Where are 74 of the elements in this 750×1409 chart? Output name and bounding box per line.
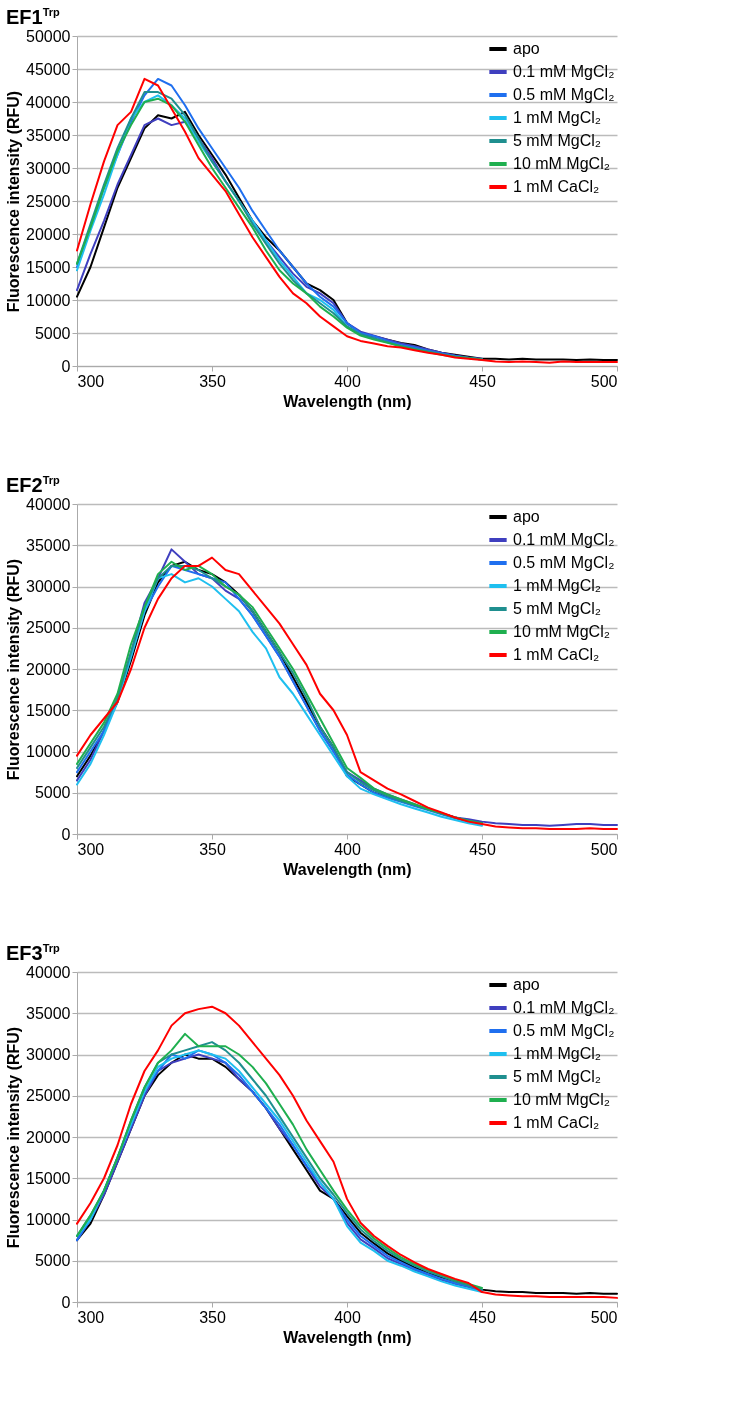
legend-label: 0.1 mM MgCl₂ bbox=[513, 999, 615, 1016]
x-tick-label: 400 bbox=[334, 840, 361, 858]
legend-label: 1 mM MgCl₂ bbox=[513, 577, 601, 594]
y-tick-label: 35000 bbox=[26, 536, 71, 554]
y-tick-label: 25000 bbox=[26, 192, 71, 210]
legend-label: apo bbox=[513, 40, 540, 57]
x-tick-label: 450 bbox=[469, 840, 496, 858]
y-tick-label: 25000 bbox=[26, 1087, 71, 1105]
y-tick-label: 30000 bbox=[26, 578, 71, 595]
y-tick-label: 30000 bbox=[26, 159, 71, 177]
legend-label: 1 mM MgCl₂ bbox=[513, 1045, 601, 1062]
legend-label: 10 mM MgCl₂ bbox=[513, 155, 610, 172]
legend-label: 5 mM MgCl₂ bbox=[513, 1068, 601, 1085]
y-tick-label: 20000 bbox=[26, 1128, 71, 1146]
x-tick-label: 350 bbox=[199, 840, 226, 858]
y-tick-label: 10000 bbox=[26, 291, 71, 309]
y-tick-label: 15000 bbox=[26, 1169, 71, 1187]
x-tick-label: 350 bbox=[199, 372, 226, 390]
y-tick-label: 0 bbox=[61, 825, 71, 843]
legend-label: 0.5 mM MgCl₂ bbox=[513, 1022, 615, 1039]
legend-label: 0.1 mM MgCl₂ bbox=[513, 531, 615, 548]
y-tick-label: 40000 bbox=[26, 963, 71, 981]
y-tick-label: 5000 bbox=[34, 324, 71, 342]
y-tick-label: 50000 bbox=[26, 27, 71, 45]
y-tick-label: 0 bbox=[61, 1293, 71, 1311]
legend-label: apo bbox=[513, 976, 540, 993]
y-tick-label: 0 bbox=[61, 357, 71, 375]
x-axis-title: Wavelength (nm) bbox=[283, 1328, 412, 1346]
legend-label: 1 mM CaCl₂ bbox=[513, 1114, 600, 1131]
chart-title: EF2$^{Trp}$ bbox=[6, 474, 60, 497]
y-axis-title: Fluorescence intensity (RFU) bbox=[5, 90, 23, 313]
y-tick-label: 45000 bbox=[26, 60, 71, 78]
y-tick-label: 20000 bbox=[26, 660, 71, 678]
legend-label: 1 mM CaCl₂ bbox=[513, 178, 600, 195]
x-tick-label: 450 bbox=[469, 1308, 496, 1326]
legend-label: apo bbox=[513, 508, 540, 525]
y-tick-label: 5000 bbox=[34, 1252, 71, 1270]
legend-label: 1 mM CaCl₂ bbox=[513, 646, 600, 663]
y-tick-label: 15000 bbox=[26, 701, 71, 719]
x-axis-title: Wavelength (nm) bbox=[283, 392, 412, 410]
y-axis-title: Fluorescence intensity (RFU) bbox=[5, 1026, 23, 1249]
x-tick-label: 500 bbox=[590, 1308, 618, 1326]
x-tick-label: 400 bbox=[334, 372, 361, 390]
y-tick-label: 25000 bbox=[26, 619, 71, 637]
x-tick-label: 350 bbox=[199, 1308, 226, 1326]
x-axis-title: Wavelength (nm) bbox=[283, 860, 412, 878]
x-tick-label: 300 bbox=[77, 840, 105, 858]
x-tick-label: 500 bbox=[590, 840, 618, 858]
x-tick-label: 450 bbox=[469, 372, 496, 390]
x-tick-label: 500 bbox=[590, 372, 618, 390]
y-axis-title: Fluorescence intensity (RFU) bbox=[5, 558, 23, 781]
y-tick-label: 10000 bbox=[26, 743, 71, 760]
legend-label: 5 mM MgCl₂ bbox=[513, 600, 601, 617]
x-tick-label: 300 bbox=[77, 1308, 105, 1326]
y-tick-label: 5000 bbox=[34, 784, 71, 802]
y-tick-label: 40000 bbox=[26, 495, 71, 513]
y-tick-label: 20000 bbox=[26, 225, 71, 243]
legend-label: 0.1 mM MgCl₂ bbox=[513, 63, 615, 80]
y-tick-label: 40000 bbox=[26, 93, 71, 111]
y-tick-label: 10000 bbox=[26, 1211, 71, 1228]
y-tick-label: 30000 bbox=[26, 1046, 71, 1063]
legend-label: 0.5 mM MgCl₂ bbox=[513, 554, 615, 571]
y-tick-label: 15000 bbox=[26, 258, 71, 276]
legend-label: 0.5 mM MgCl₂ bbox=[513, 86, 615, 103]
chart-title: EF3$^{Trp}$ bbox=[6, 942, 60, 965]
x-tick-label: 400 bbox=[334, 1308, 361, 1326]
y-tick-label: 35000 bbox=[26, 1004, 71, 1022]
legend-label: 10 mM MgCl₂ bbox=[513, 1091, 610, 1108]
legend-label: 5 mM MgCl₂ bbox=[513, 132, 601, 149]
chart-title: EF1$^{Trp}$ bbox=[6, 6, 60, 29]
legend-label: 1 mM MgCl₂ bbox=[513, 109, 601, 126]
y-tick-label: 35000 bbox=[26, 126, 71, 144]
x-tick-label: 300 bbox=[77, 372, 105, 390]
legend-label: 10 mM MgCl₂ bbox=[513, 623, 610, 640]
